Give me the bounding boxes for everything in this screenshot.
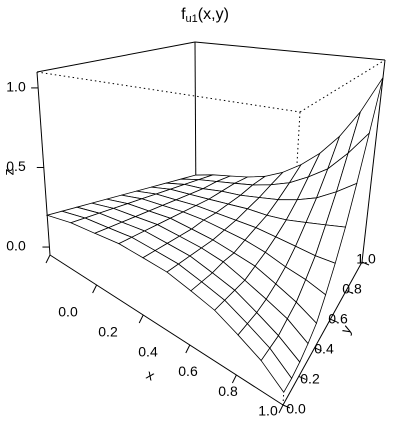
- box-edge-front: [36, 71, 301, 113]
- x-tick: [231, 374, 237, 384]
- y-tick: [282, 404, 291, 409]
- box-edge: [49, 254, 284, 406]
- x-tick: [92, 284, 98, 294]
- x-tick: [138, 314, 144, 324]
- y-tick-label: 1.0: [356, 251, 376, 267]
- surface: [45, 77, 384, 394]
- x-tick-label: 0.2: [98, 324, 118, 340]
- box-edge-front: [299, 59, 386, 113]
- x-tick-label: 0.4: [138, 343, 158, 359]
- z-tick-label: 1.0: [6, 79, 26, 95]
- y-tick-label: 0.0: [286, 401, 306, 417]
- z-tick-label: 0.0: [6, 238, 26, 254]
- title-rest: (x,y): [198, 6, 229, 23]
- x-tick: [278, 404, 284, 414]
- chart-title: fu1(x,y): [181, 6, 229, 25]
- y-tick-label: 0.2: [300, 371, 320, 387]
- x-tick: [185, 344, 191, 354]
- x-axis-title: x: [144, 366, 157, 383]
- title-main: f: [181, 6, 186, 23]
- x-tick-label: 0.8: [218, 383, 238, 399]
- surface-facet: [260, 347, 293, 394]
- box: [36, 41, 386, 406]
- y-tick-label: 0.6: [328, 311, 348, 327]
- y-tick: [330, 318, 338, 323]
- title-subscript: u1: [186, 13, 198, 25]
- box-edge: [282, 261, 363, 406]
- box-edge: [36, 71, 51, 256]
- y-tick: [361, 261, 370, 266]
- box-edge: [194, 41, 386, 61]
- x-tick-label: 0.0: [58, 304, 78, 320]
- y-tick: [346, 290, 354, 295]
- x-tick-label: 0.6: [178, 363, 198, 379]
- y-tick-label: 0.4: [314, 341, 334, 357]
- x-tick: [45, 254, 51, 264]
- box-edge: [361, 59, 386, 263]
- y-tick: [298, 375, 306, 380]
- z-axis-title: z: [1, 169, 17, 176]
- box-edge: [36, 41, 196, 73]
- y-tick: [314, 347, 322, 352]
- x-tick-label: 1.0: [258, 403, 278, 419]
- z-tick-label: 0.5: [6, 158, 26, 174]
- y-tick-label: 0.8: [342, 281, 362, 297]
